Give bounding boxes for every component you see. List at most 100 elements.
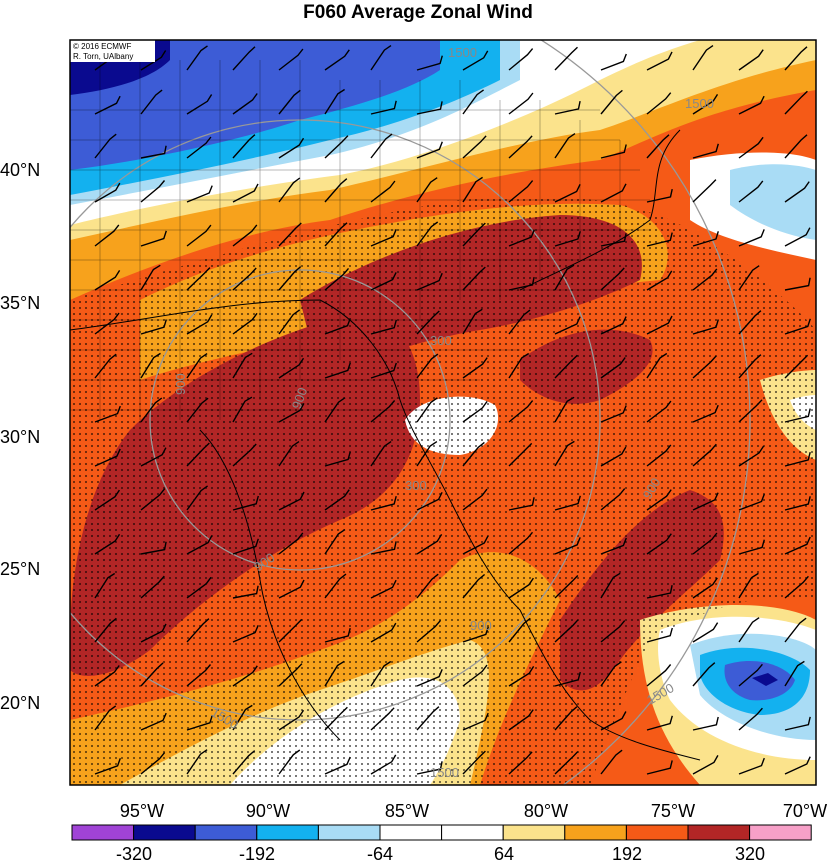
- colorbar-swatch: [194, 824, 258, 841]
- wind-barb: [508, 577, 534, 599]
- wind-barb: [94, 665, 120, 687]
- wind-barb: [508, 531, 534, 555]
- wind-barb: [692, 143, 719, 159]
- wind-barb: [784, 277, 811, 291]
- wind-barb: [508, 48, 534, 71]
- wind-barb: [140, 488, 166, 511]
- svg-text:1500: 1500: [430, 765, 459, 780]
- wind-barb: [278, 532, 304, 555]
- wind-barb: [600, 711, 627, 731]
- credit-line2: R. Torn, UAlbany: [73, 52, 133, 61]
- wind-barb: [370, 362, 397, 379]
- wind-barb: [186, 314, 213, 335]
- wind-barb: [278, 177, 301, 203]
- wind-barb: [186, 535, 213, 555]
- colorbar-swatch: [133, 824, 196, 841]
- wind-barb: [784, 408, 811, 423]
- wind-barb: [324, 317, 351, 335]
- wind-barb: [370, 441, 392, 467]
- wind-barb: [646, 270, 673, 291]
- colorbar-label-5: 320: [735, 844, 765, 863]
- wind-barb: [600, 357, 626, 379]
- wind-barb: [600, 89, 623, 115]
- wind-barb: [324, 362, 351, 379]
- wind-barb: [600, 661, 622, 687]
- wind-barb: [462, 573, 486, 599]
- wind-barb: [554, 671, 581, 687]
- wind-barb: [232, 93, 258, 115]
- wind-barb: [738, 539, 765, 555]
- wind-barb: [278, 48, 304, 71]
- wind-barb: [324, 49, 350, 71]
- wind-barb: [508, 497, 535, 511]
- wind-barb: [646, 664, 672, 687]
- wind-barb: [94, 224, 120, 247]
- plot-frame: [69, 39, 817, 786]
- wind-barb: [278, 222, 302, 247]
- wind-barb: [508, 276, 535, 291]
- wind-barb: [738, 617, 760, 643]
- wind-barb: [554, 183, 581, 203]
- wind-barb: [646, 489, 672, 511]
- wind-barb: [600, 144, 627, 159]
- wind-barb: [646, 585, 673, 599]
- wind-barb: [278, 491, 305, 511]
- wind-barb: [278, 89, 301, 115]
- wind-barb: [186, 267, 211, 291]
- wind-barb: [370, 707, 395, 731]
- wind-barb: [140, 752, 166, 775]
- wind-barb: [324, 222, 348, 247]
- wind-barb: [508, 135, 533, 159]
- wind-barb: [462, 400, 488, 423]
- wind-barb: [416, 310, 440, 335]
- wind-barb: [278, 357, 305, 379]
- wind-barb: [94, 95, 121, 115]
- wind-barb: [416, 55, 443, 71]
- longitude-labels: 95°W 90°W 85°W 80°W 75°W 70°W: [120, 801, 827, 821]
- wind-barb: [186, 136, 212, 159]
- wind-barb: [324, 451, 351, 467]
- wind-barb: [140, 145, 167, 159]
- wind-barb: [416, 491, 443, 511]
- wind-barb: [94, 617, 117, 643]
- wind-barb: [462, 266, 486, 291]
- wind-barb: [416, 221, 439, 247]
- wind-barb: [692, 577, 718, 599]
- wind-barb: [738, 399, 763, 423]
- wind-barb: [646, 715, 673, 731]
- wind-barb: [186, 442, 210, 467]
- wind-barb: [784, 617, 807, 643]
- wind-barb: [232, 46, 256, 71]
- wind-barb: [600, 446, 627, 467]
- wind-barb: [462, 626, 489, 643]
- svg-text:300: 300: [405, 478, 427, 493]
- wind-barb: [94, 758, 121, 775]
- wind-barb: [508, 442, 533, 467]
- wind-barb: [324, 706, 348, 731]
- wind-barb: [416, 101, 443, 115]
- wind-barb: [738, 757, 765, 775]
- latitude-labels: 40°N 35°N 30°N 25°N 20°N: [0, 160, 40, 713]
- wind-barb: [186, 94, 213, 115]
- wind-barb: [94, 133, 117, 159]
- wind-barb: [232, 495, 259, 511]
- wind-barb: [370, 100, 397, 115]
- wind-barb: [324, 178, 348, 203]
- svg-text:900: 900: [470, 618, 492, 633]
- wind-barb: [370, 541, 397, 555]
- colorbar-swatch: [564, 824, 627, 841]
- wind-barb: [186, 485, 209, 511]
- wind-barb: [738, 180, 764, 203]
- wind-barb: [692, 94, 719, 115]
- wind-barb: [646, 627, 673, 643]
- wind-barb: [692, 231, 719, 247]
- wind-barb: [462, 535, 489, 555]
- wind-barb: [554, 751, 579, 775]
- wind-barb: [370, 272, 397, 291]
- wind-barb: [738, 265, 760, 291]
- wind-barb: [370, 400, 396, 423]
- colorbar-labels: -320 -192 -64 64 192 320: [116, 844, 765, 863]
- wind-barb: [784, 134, 808, 159]
- wind-barb: [186, 714, 213, 731]
- wind-barb: [554, 575, 579, 599]
